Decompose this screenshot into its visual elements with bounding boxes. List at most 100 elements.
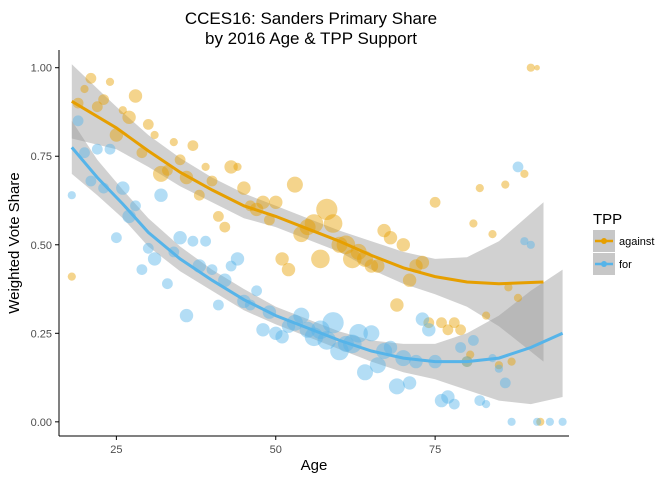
data-point-for-17 [173,231,187,245]
data-point-against-31 [264,214,275,226]
data-point-for-59 [441,390,455,404]
data-point-for-68 [499,377,511,389]
data-point-against-71 [507,357,516,366]
data-point-against-48 [371,259,385,273]
data-point-for-15 [162,278,173,290]
x-tick-label: 25 [110,444,122,456]
data-point-against-72 [513,293,523,302]
data-point-against-36 [293,226,310,243]
data-point-for-1 [72,115,84,127]
data-point-against-49 [377,223,391,238]
data-point-against-35 [286,176,303,193]
data-point-for-4 [91,143,103,155]
data-point-for-3 [85,175,97,187]
data-point-against-22 [206,175,218,187]
data-point-for-56 [422,323,436,337]
data-point-for-70 [512,161,524,173]
legend-label-for: for [619,259,632,271]
data-point-for-61 [455,342,466,353]
data-point-for-73 [533,417,542,426]
data-point-for-67 [494,364,503,373]
data-point-against-76 [536,417,545,426]
data-point-for-69 [507,417,516,426]
fit-lines [70,100,564,364]
data-point-against-8 [118,106,127,115]
data-point-against-59 [442,324,454,336]
data-point-against-68 [494,361,503,370]
data-point-against-75 [534,64,540,71]
legend: TPP against for [593,211,654,275]
data-point-for-12 [142,242,154,254]
x-tick-label: 75 [429,444,441,456]
data-point-for-33 [275,330,289,344]
y-tick-label: 0.00 [31,417,52,429]
y-axis-ticks: 0.00 0.25 0.50 0.75 1.00 [31,63,59,429]
data-point-against-64 [469,219,478,228]
data-point-for-47 [363,325,380,342]
data-point-for-10 [130,200,141,212]
data-point-for-64 [474,395,486,406]
data-point-against-12 [142,119,154,130]
data-point-against-61 [455,324,466,336]
data-point-against-53 [402,273,417,287]
data-point-for-55 [415,312,430,326]
chart-title-line2: by 2016 Age & TPP Support [205,29,417,48]
data-point-against-10 [128,89,143,103]
data-point-for-7 [111,232,122,244]
data-point-for-46 [357,364,373,381]
data-point-for-51 [388,378,405,395]
data-point-for-45 [349,324,368,343]
data-point-against-65 [475,184,484,193]
data-point-against-15 [162,165,173,176]
data-point-against-69 [501,180,510,189]
data-point-against-24 [219,221,231,233]
data-point-for-71 [520,237,529,246]
data-point-against-40 [316,198,338,220]
data-point-for-19 [187,235,199,247]
data-point-against-19 [187,140,199,152]
x-tick-label: 50 [270,444,282,456]
legend-dot-for [601,261,607,267]
legend-dot-against [601,238,607,244]
data-point-against-30 [256,195,270,209]
data-point-against-55 [415,255,430,270]
confidence-band-for [71,120,563,405]
data-point-for-8 [116,181,130,195]
data-point-against-57 [429,196,441,208]
x-axis-label: Age [301,457,328,474]
data-point-against-16 [169,138,178,147]
legend-items: against for [593,230,654,275]
data-point-for-53 [402,376,417,390]
data-point-for-36 [293,307,310,324]
data-point-for-74 [545,417,555,426]
data-point-against-41 [323,214,343,233]
data-point-against-14 [153,165,169,182]
data-point-against-52 [396,238,410,252]
data-point-against-20 [193,189,205,201]
data-point-against-70 [504,283,513,292]
data-point-against-51 [390,298,404,312]
x-axis-ticks: 25 50 75 [110,436,441,456]
confidence-band-against [71,64,544,362]
data-point-for-24 [218,273,232,287]
data-point-for-13 [147,252,162,266]
fit-line-for [70,146,564,364]
data-point-against-0 [67,272,76,281]
data-point-against-66 [482,311,491,320]
data-point-for-0 [67,191,76,200]
data-point-against-23 [213,211,224,222]
data-point-against-6 [105,77,115,86]
y-tick-label: 0.75 [31,151,52,163]
legend-label-against: against [619,236,654,248]
data-point-against-32 [269,195,283,209]
data-point-for-58 [434,393,449,408]
data-point-against-21 [201,162,210,171]
data-point-for-54 [409,354,423,369]
data-point-against-25 [224,160,238,174]
data-point-against-5 [98,94,109,105]
data-point-against-63 [466,350,475,359]
data-point-against-13 [150,130,159,140]
data-point-for-22 [206,264,218,275]
data-point-for-2 [79,147,90,159]
data-point-against-2 [80,84,89,94]
